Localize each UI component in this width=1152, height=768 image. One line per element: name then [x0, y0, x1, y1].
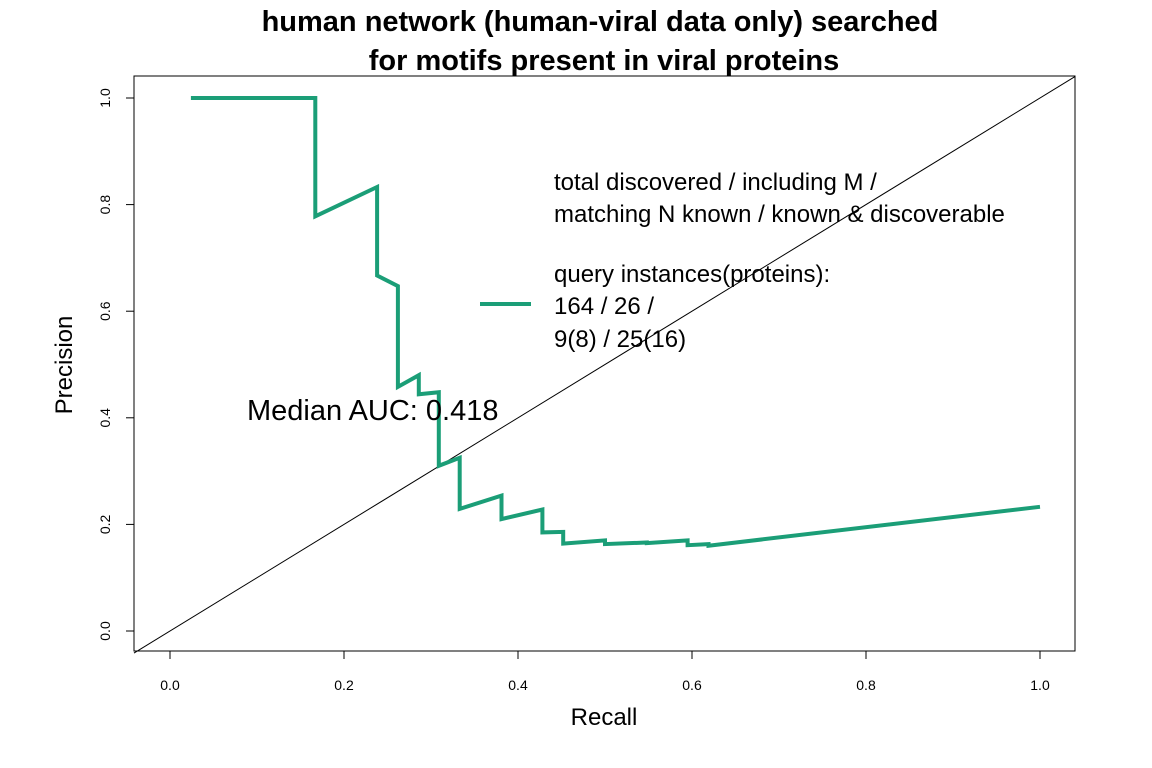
x-tick-label: 1.0: [1030, 677, 1050, 693]
legend-entry-line-3: 9(8) / 25(16): [554, 326, 686, 353]
x-tick-label: 0.0: [160, 677, 180, 693]
reference-diagonal-line: [133, 76, 1076, 654]
precision-recall-curve: [190, 96, 1041, 548]
chart-title-line-2: for motifs present in viral proteins: [369, 45, 840, 77]
y-tick-label: 0.2: [97, 514, 113, 534]
x-axis-label: Recall: [571, 704, 638, 731]
y-tick-label: 0.8: [97, 195, 113, 215]
legend-entry-line-1: query instances(proteins):: [554, 261, 830, 288]
x-tick-label: 0.6: [682, 677, 702, 693]
legend-header-line-2: matching N known / known & discoverable: [554, 201, 1005, 228]
legend-header-line-1: total discovered / including M /: [554, 169, 877, 196]
x-tick-label: 0.8: [856, 677, 876, 693]
legend-entry-line-2: 164 / 26 /: [554, 293, 654, 320]
y-tick-label: 0.6: [97, 301, 113, 321]
y-axis: 0.0 0.2 0.4 0.6 0.8 1.0: [97, 88, 134, 641]
y-tick-label: 0.0: [97, 621, 113, 641]
median-auc-annotation: Median AUC: 0.418: [247, 395, 498, 427]
x-axis: 0.0 0.2 0.4 0.6 0.8 1.0: [160, 651, 1050, 693]
y-axis-label: Precision: [51, 316, 78, 415]
x-tick-label: 0.4: [508, 677, 528, 693]
y-tick-label: 1.0: [97, 88, 113, 108]
x-tick-label: 0.2: [334, 677, 354, 693]
plot-frame: [133, 75, 1076, 652]
y-tick-label: 0.4: [97, 408, 113, 428]
chart-title-line-1: human network (human-viral data only) se…: [262, 6, 939, 38]
legend: total discovered / including M / matchin…: [480, 169, 1005, 353]
